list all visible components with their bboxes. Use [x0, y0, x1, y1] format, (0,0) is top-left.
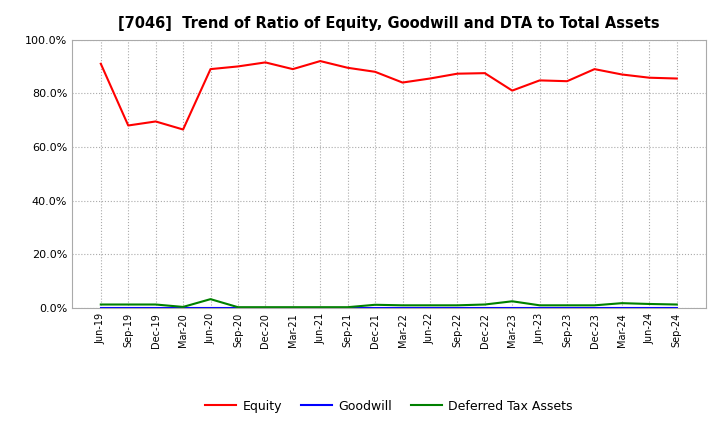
Goodwill	[343, 305, 352, 311]
Deferred Tax Assets	[233, 304, 242, 310]
Equity	[536, 78, 544, 83]
Equity	[124, 123, 132, 128]
Line: Equity: Equity	[101, 61, 677, 129]
Goodwill	[206, 305, 215, 311]
Equity	[343, 65, 352, 70]
Goodwill	[536, 305, 544, 311]
Legend: Equity, Goodwill, Deferred Tax Assets: Equity, Goodwill, Deferred Tax Assets	[200, 395, 577, 418]
Goodwill	[590, 305, 599, 311]
Goodwill	[179, 305, 187, 311]
Deferred Tax Assets	[426, 303, 434, 308]
Deferred Tax Assets	[371, 302, 379, 308]
Equity	[261, 60, 270, 65]
Equity	[371, 69, 379, 74]
Goodwill	[233, 305, 242, 311]
Deferred Tax Assets	[590, 303, 599, 308]
Goodwill	[151, 305, 160, 311]
Title: [7046]  Trend of Ratio of Equity, Goodwill and DTA to Total Assets: [7046] Trend of Ratio of Equity, Goodwil…	[118, 16, 660, 32]
Goodwill	[508, 305, 516, 311]
Equity	[480, 70, 489, 76]
Goodwill	[453, 305, 462, 311]
Equity	[590, 66, 599, 72]
Goodwill	[426, 305, 434, 311]
Deferred Tax Assets	[206, 297, 215, 302]
Deferred Tax Assets	[453, 303, 462, 308]
Goodwill	[371, 305, 379, 311]
Goodwill	[398, 305, 407, 311]
Equity	[233, 64, 242, 69]
Equity	[289, 66, 297, 72]
Goodwill	[672, 305, 681, 311]
Equity	[508, 88, 516, 93]
Goodwill	[261, 305, 270, 311]
Equity	[398, 80, 407, 85]
Equity	[563, 79, 572, 84]
Equity	[179, 127, 187, 132]
Goodwill	[124, 305, 132, 311]
Deferred Tax Assets	[645, 301, 654, 307]
Equity	[151, 119, 160, 124]
Equity	[206, 66, 215, 72]
Deferred Tax Assets	[343, 304, 352, 310]
Goodwill	[316, 305, 325, 311]
Deferred Tax Assets	[316, 304, 325, 310]
Equity	[426, 76, 434, 81]
Goodwill	[480, 305, 489, 311]
Deferred Tax Assets	[398, 303, 407, 308]
Equity	[316, 59, 325, 64]
Deferred Tax Assets	[179, 304, 187, 310]
Equity	[672, 76, 681, 81]
Deferred Tax Assets	[536, 303, 544, 308]
Deferred Tax Assets	[672, 302, 681, 307]
Deferred Tax Assets	[261, 304, 270, 310]
Deferred Tax Assets	[124, 302, 132, 307]
Deferred Tax Assets	[151, 302, 160, 307]
Deferred Tax Assets	[563, 303, 572, 308]
Deferred Tax Assets	[480, 302, 489, 307]
Line: Deferred Tax Assets: Deferred Tax Assets	[101, 299, 677, 307]
Equity	[453, 71, 462, 76]
Goodwill	[563, 305, 572, 311]
Deferred Tax Assets	[618, 301, 626, 306]
Goodwill	[618, 305, 626, 311]
Deferred Tax Assets	[508, 299, 516, 304]
Goodwill	[96, 305, 105, 311]
Equity	[96, 61, 105, 66]
Goodwill	[289, 305, 297, 311]
Equity	[618, 72, 626, 77]
Deferred Tax Assets	[96, 302, 105, 307]
Deferred Tax Assets	[289, 304, 297, 310]
Goodwill	[645, 305, 654, 311]
Equity	[645, 75, 654, 81]
